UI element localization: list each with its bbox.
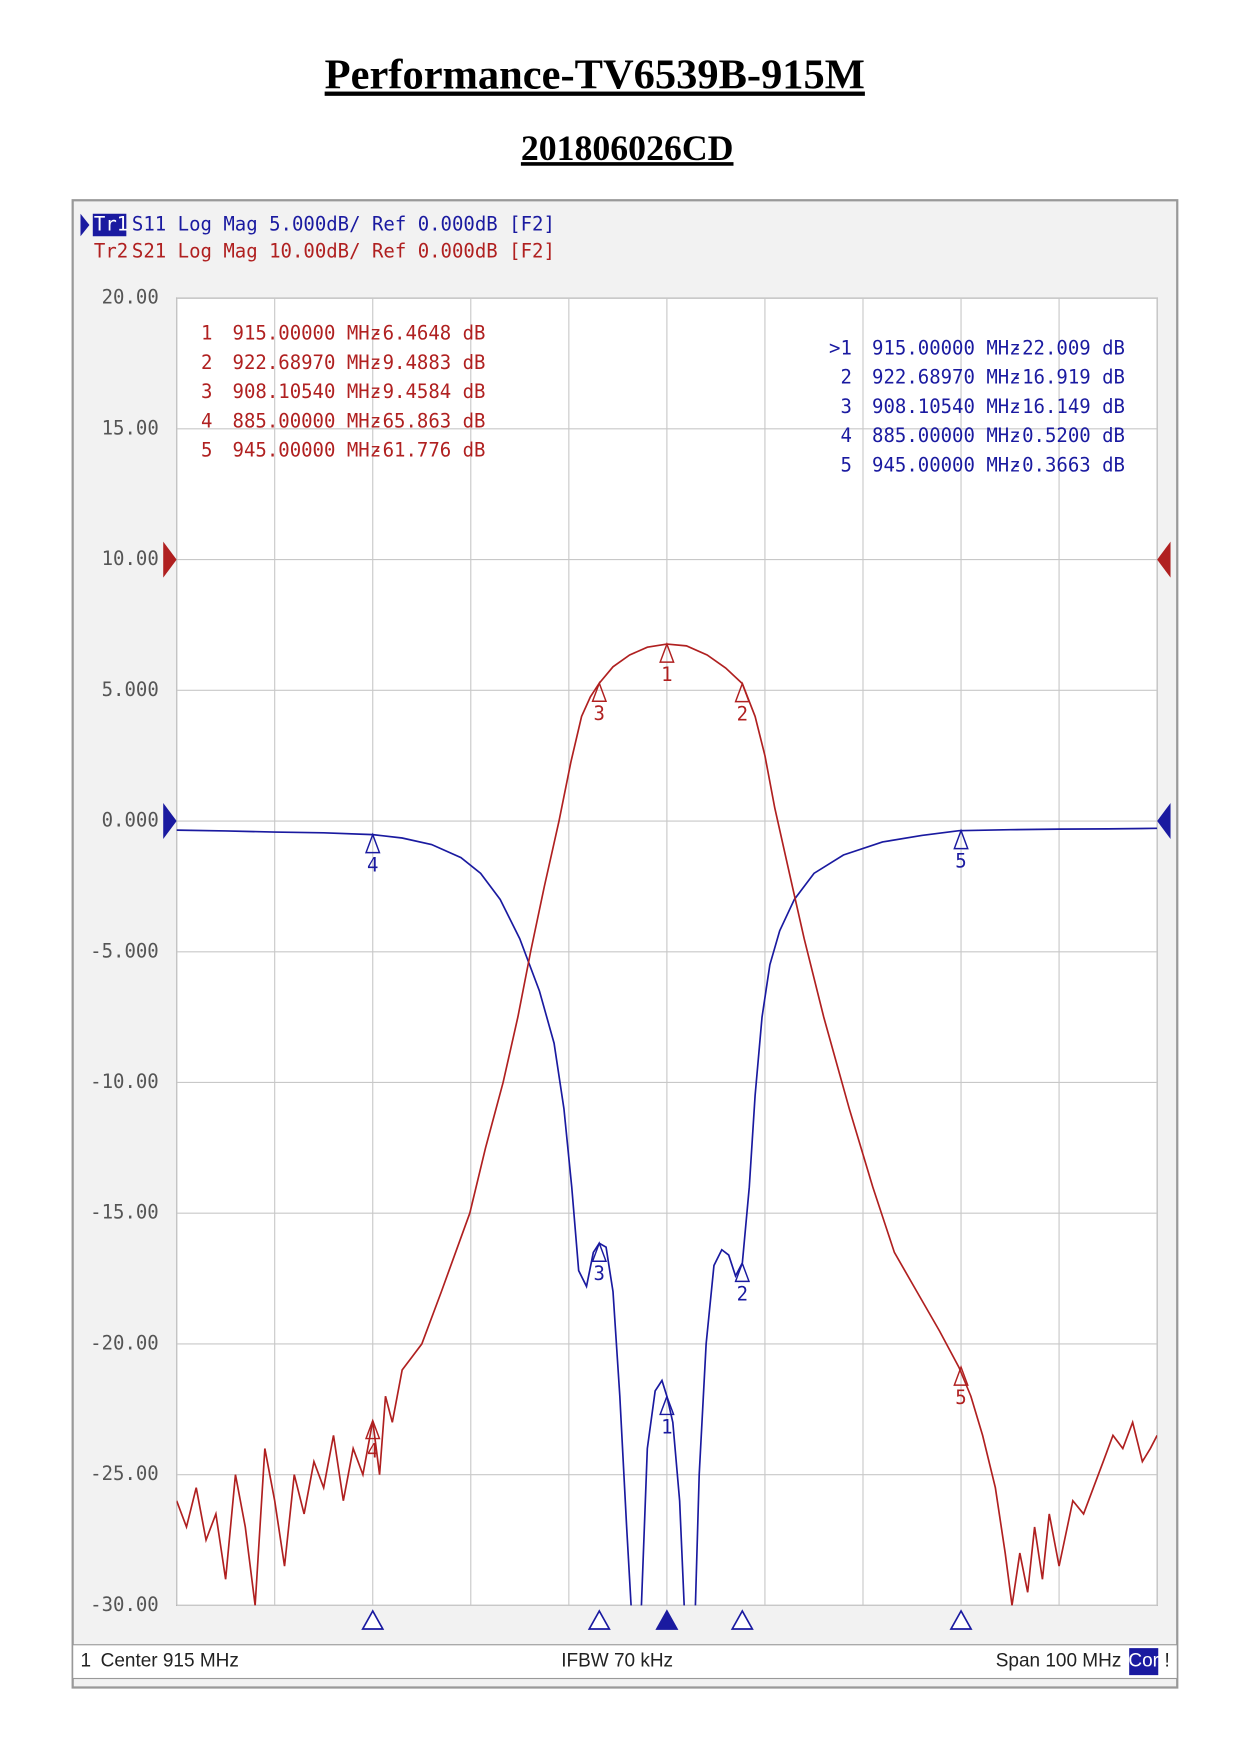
readout-name: 1 [201, 323, 212, 345]
active-trace-tag [92, 213, 127, 237]
ifbw: IFBW 70 kHz [561, 1651, 673, 1672]
readout-value: -9.4883 dB [371, 352, 485, 374]
readout-name: 4 [201, 410, 212, 432]
marker [364, 1418, 381, 1440]
marker [734, 681, 751, 703]
readout-name: 2 [201, 352, 212, 374]
marker [591, 1241, 608, 1262]
marker-label: 2 [737, 1283, 748, 1305]
stimulus-marker [730, 1609, 754, 1630]
marker [659, 1394, 675, 1416]
marker-label: 2 [737, 704, 748, 726]
y-tick-label: -25.00 [90, 1463, 159, 1485]
readout-value: -22.009 dB [1011, 337, 1125, 359]
marker-label: 4 [367, 1441, 378, 1463]
subtitle: 201806026CD [521, 128, 734, 168]
ref-arrow [1157, 541, 1171, 578]
y-tick-label: -15.00 [90, 1202, 159, 1224]
cor: Cor [1128, 1651, 1159, 1672]
stimulus-marker [361, 1609, 385, 1630]
marker-label: 5 [955, 851, 966, 873]
y-tick-label: 0.000 [102, 809, 159, 831]
span: Span 100 MHz [996, 1651, 1122, 1672]
readout-value: -0.3663 dB [1011, 454, 1125, 476]
ref-arrow [1157, 803, 1171, 840]
y-tick-label: 20.00 [102, 287, 159, 309]
marker-label: 4 [367, 855, 378, 877]
y-tick-label: 10.00 [102, 548, 159, 570]
readout-freq: 908.10540 MHz [233, 381, 382, 403]
status-bar [72, 1644, 1178, 1680]
readout-value: -9.4584 dB [371, 381, 485, 403]
marker-label: 3 [594, 1263, 605, 1285]
readout-name: 2 [840, 366, 851, 388]
channel: 1 [80, 1651, 91, 1672]
readout-freq: 915.00000 MHz [872, 337, 1021, 359]
readout-name: 3 [201, 381, 212, 403]
marker [591, 681, 608, 702]
readout-value: -16.149 dB [1011, 396, 1125, 418]
readout-value: -0.5200 dB [1011, 425, 1125, 447]
marker [659, 642, 675, 663]
readout-value: -16.919 dB [1011, 366, 1125, 388]
stimulus-marker [949, 1609, 973, 1630]
trace-tag: Tr1 [94, 213, 128, 235]
trace-setting: S21 Log Mag 10.00dB/ Ref 0.000dB [F2] [132, 240, 555, 262]
trace-setting: S11 Log Mag 5.000dB/ Ref 0.000dB [F2] [132, 213, 555, 235]
readout-name: 5 [840, 454, 851, 476]
marker [953, 1365, 969, 1386]
stimulus-marker [655, 1609, 679, 1630]
y-tick-label: 5.000 [102, 679, 159, 701]
trace [176, 643, 1158, 1606]
y-tick-label: -5.000 [90, 940, 159, 962]
y-tick-label: 15.00 [102, 417, 159, 439]
readout-freq: 885.00000 MHz [872, 425, 1021, 447]
flag: ! [1165, 1651, 1170, 1672]
readout-name: 4 [840, 425, 851, 447]
center: Center 915 MHz [101, 1651, 239, 1672]
readout-name: 5 [201, 440, 212, 462]
readout-value: -65.863 dB [371, 410, 485, 432]
ref-arrow [163, 541, 177, 578]
readout-name: 3 [840, 396, 851, 418]
marker-label: 3 [594, 703, 605, 725]
marker [953, 828, 969, 850]
readout-freq: 908.10540 MHz [872, 396, 1021, 418]
readout-freq: 945.00000 MHz [872, 454, 1021, 476]
y-tick-label: -30.00 [90, 1594, 159, 1616]
trace [176, 827, 1158, 1606]
trace-tag: Tr2 [94, 240, 128, 262]
readout-freq: 945.00000 MHz [233, 440, 382, 462]
readout-freq: 885.00000 MHz [233, 410, 382, 432]
stimulus-marker [587, 1609, 611, 1630]
readout-value: -6.4648 dB [371, 323, 485, 345]
content: Performance-TV6539B-915M 201806026CD Tr1… [71, 51, 1179, 1689]
readout-freq: 922.68970 MHz [233, 352, 382, 374]
readout-name: >1 [829, 337, 852, 359]
title: Performance-TV6539B-915M [325, 51, 865, 98]
marker-label: 5 [955, 1387, 966, 1409]
marker-label: 1 [661, 664, 672, 686]
readout-freq: 915.00000 MHz [233, 323, 382, 345]
y-tick-label: -10.00 [90, 1071, 159, 1093]
marker [364, 832, 381, 854]
marker [734, 1261, 751, 1283]
cor-box [1129, 1648, 1159, 1676]
y-tick-label: -20.00 [90, 1332, 159, 1354]
readout-value: -61.776 dB [371, 440, 485, 462]
readout-freq: 922.68970 MHz [872, 366, 1021, 388]
active-indicator [80, 213, 90, 237]
marker-label: 1 [661, 1416, 672, 1438]
ref-arrow [163, 803, 177, 840]
